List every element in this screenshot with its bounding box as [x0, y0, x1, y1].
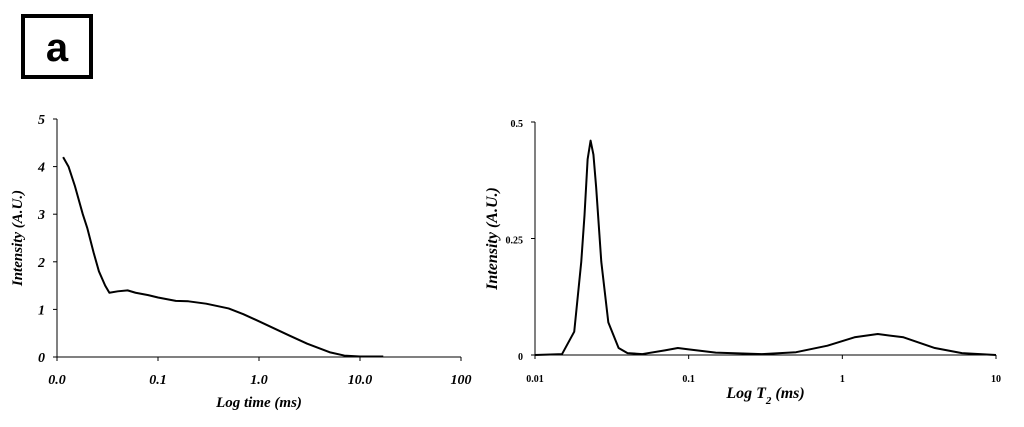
x-tick-label: 10 — [991, 374, 1001, 385]
x-tick-label: 1 — [840, 374, 845, 385]
data-line — [62, 156, 384, 358]
x-axis-title-part: (ms) — [775, 385, 804, 402]
x-tick-label: 0.1 — [149, 373, 167, 388]
y-axis-title: Intensity (A.U.) — [10, 190, 26, 287]
x-axis-title: Log time (ms) — [215, 395, 302, 411]
panel-box — [21, 14, 93, 79]
y-tick-label: 0.5 — [511, 119, 524, 130]
x-tick-label: 10.0 — [348, 373, 373, 388]
x-tick-label: 0.0 — [48, 373, 66, 388]
x-axis-title-part: Log T — [725, 385, 767, 402]
y-tick-label: 0 — [38, 351, 45, 366]
y-tick-label: 5 — [38, 113, 45, 128]
data-line — [534, 139, 997, 356]
x-tick-label: 100 — [451, 373, 472, 388]
x-axis-title: Log T2 (ms) — [725, 385, 804, 407]
x-axis-title-part: 2 — [765, 395, 772, 407]
panel-label: a — [46, 26, 69, 70]
x-tick-label: 1.0 — [250, 373, 268, 388]
y-tick-label: 2 — [37, 256, 45, 271]
x-tick-label: 0.01 — [526, 374, 544, 385]
y-tick-label: 3 — [37, 208, 45, 223]
y-tick-label: 4 — [37, 161, 45, 176]
y-axis-title: Intensity (A.U.) — [484, 187, 501, 291]
y-tick-label: 1 — [38, 303, 45, 318]
y-tick-label: 0.25 — [506, 236, 524, 247]
y-tick-label: 0 — [518, 352, 523, 363]
x-tick-label: 0.1 — [682, 374, 695, 385]
